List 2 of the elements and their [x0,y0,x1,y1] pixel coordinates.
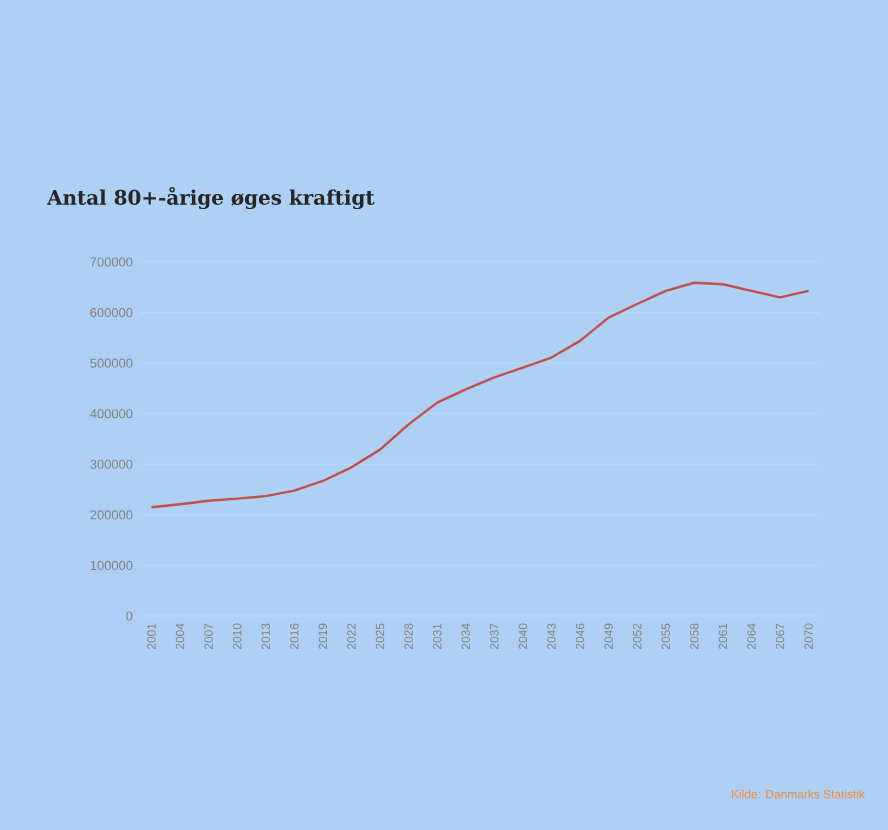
line-series [150,281,810,509]
chart-title: Antal 80+-årige øges kraftigt [46,186,375,210]
